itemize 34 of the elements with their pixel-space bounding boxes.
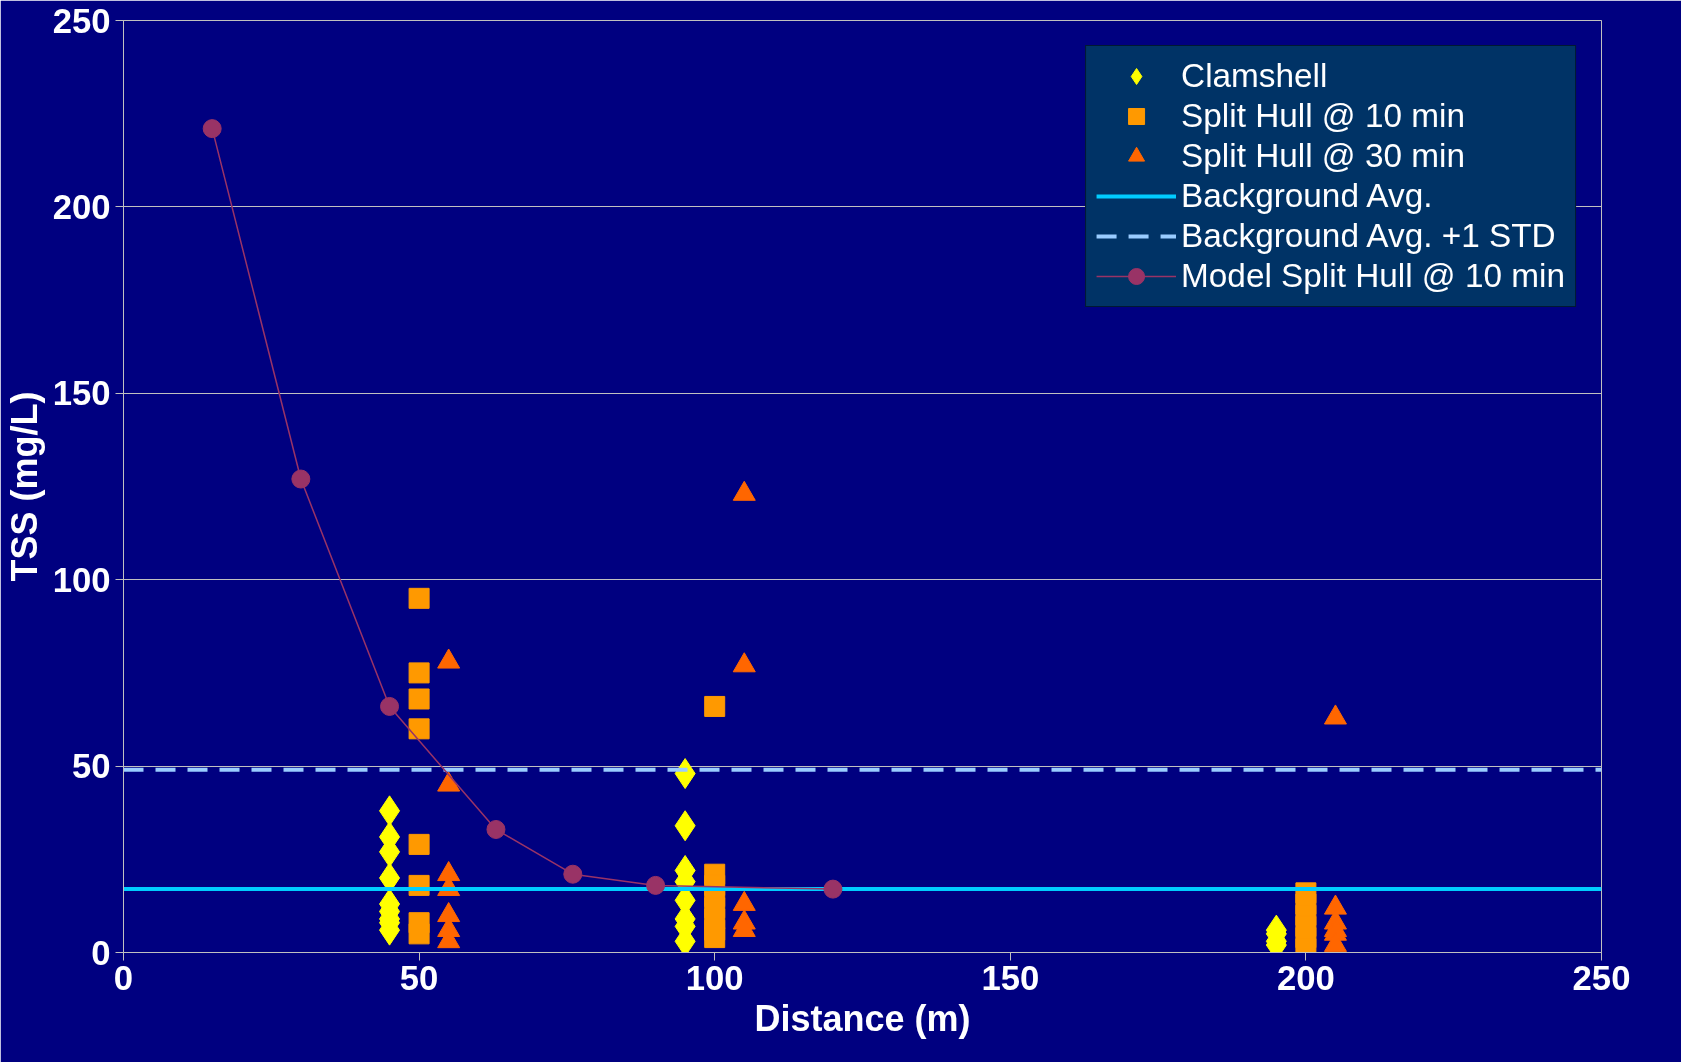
point [704,927,726,949]
point [202,119,222,139]
y-tick-label: 150 [52,374,111,413]
legend-label: Split Hull @ 10 min [1181,97,1465,135]
x-tick-label: 50 [399,958,439,997]
x-tick-label: 250 [1572,958,1631,997]
y-tick-label: 50 [71,747,111,786]
point [408,688,430,710]
y-tick-label: 0 [91,933,111,972]
legend-label: Clamshell [1181,57,1328,95]
point [408,718,430,740]
y-tick-label: 250 [52,1,111,40]
x-tick-label: 150 [981,958,1040,997]
point [408,662,430,684]
point [380,696,400,716]
y-tick-label: 200 [52,187,111,226]
legend-label: Split Hull @ 30 min [1181,137,1465,175]
x-tick-label: 100 [685,958,744,997]
y-axis-title: TSS (mg/L) [3,391,45,582]
legend-label: Model Split Hull @ 10 min [1181,257,1565,295]
point [408,833,430,855]
point [408,923,430,945]
point [408,587,430,609]
y-tick-label: 100 [52,560,111,599]
point [563,864,583,884]
point [704,695,726,717]
legend-label: Background Avg. +1 STD [1181,217,1556,255]
point [486,819,506,839]
point [646,875,666,895]
point [291,469,311,489]
legend-label: Background Avg. [1181,177,1433,215]
x-tick-label: 200 [1276,958,1335,997]
x-axis-title: Distance (m) [754,997,971,1039]
point [823,879,843,899]
